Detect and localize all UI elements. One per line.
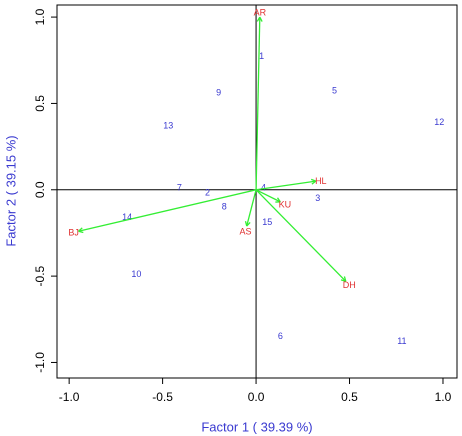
y-tick-label: -0.5 [33, 265, 47, 286]
arrow-head [311, 180, 317, 185]
y-tick-label: 0.0 [33, 181, 47, 198]
arrow-head [244, 221, 248, 227]
point-label: 11 [397, 336, 406, 346]
x-tick-label: 1.0 [435, 390, 452, 404]
vector-arrow [255, 189, 347, 282]
point-label: 14 [122, 212, 132, 222]
point-label: 8 [222, 201, 227, 211]
vector-label: DH [343, 280, 356, 290]
vector-arrow [255, 180, 316, 191]
point-label: 4 [261, 182, 266, 192]
point-label: 2 [205, 188, 210, 198]
vector-label: BJ [68, 228, 79, 238]
point-label: 10 [131, 269, 141, 279]
arrow-head [259, 16, 263, 22]
arrow-head [340, 279, 346, 282]
plot-frame [56, 4, 458, 379]
point-label: 12 [434, 117, 444, 127]
vector-arrow [246, 189, 257, 227]
x-tick-label: -1.0 [59, 390, 80, 404]
point-label: 5 [332, 86, 337, 96]
point-label: 15 [262, 217, 272, 227]
point-label: 9 [216, 87, 221, 97]
point-label: 7 [177, 182, 182, 192]
vector-arrow [255, 17, 261, 190]
y-tick-label: -1.0 [33, 352, 47, 373]
arrow-head [78, 227, 83, 232]
vector-arrow [255, 189, 281, 203]
point-label: 3 [315, 193, 320, 203]
vector-label: KU [279, 199, 292, 209]
vector-arrow [78, 189, 257, 232]
x-tick-label: 0.5 [341, 390, 358, 404]
vector-label: AS [239, 226, 251, 236]
arrow-head [246, 221, 251, 227]
arrow-head [343, 276, 347, 282]
y-tick-label: 1.0 [33, 8, 47, 25]
x-tick-label: 0.0 [248, 390, 265, 404]
y-axis-title: Factor 2 ( 39.15 %) [3, 135, 18, 246]
point-label: 13 [163, 120, 173, 130]
vector-label: HL [315, 176, 327, 186]
x-axis-title: Factor 1 ( 39.39 %) [201, 419, 312, 434]
point-label: 1 [259, 51, 264, 61]
x-tick-label: -0.5 [152, 390, 173, 404]
arrow-head [276, 197, 281, 203]
point-label: 6 [278, 331, 283, 341]
arrow-head [256, 16, 261, 22]
arrow-head [310, 178, 317, 182]
vector-label: AR [254, 7, 267, 17]
arrow-head [78, 230, 84, 234]
y-tick-label: 0.5 [33, 95, 47, 112]
